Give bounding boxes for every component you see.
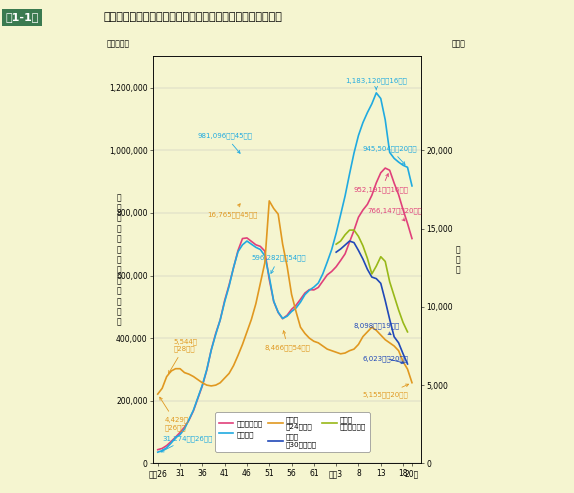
Text: 5,544人
（28年）: 5,544人 （28年） <box>169 338 197 373</box>
Text: （人）: （人） <box>451 39 466 48</box>
Text: 31,274人（26年）: 31,274人（26年） <box>161 435 212 452</box>
Y-axis label: 死
者
数: 死 者 数 <box>456 245 461 275</box>
Text: （人、件）: （人、件） <box>107 39 130 48</box>
Text: 16,765人（45年）: 16,765人（45年） <box>207 204 257 217</box>
Text: 981,096人（45年）: 981,096人（45年） <box>198 133 253 153</box>
Text: 第1-1図: 第1-1図 <box>6 12 39 22</box>
Text: 6,023人（20年）: 6,023人（20年） <box>363 355 409 364</box>
Text: 766,147件（20年）: 766,147件（20年） <box>367 208 422 221</box>
Y-axis label: 交
通
事
故
発
生
件
数
・
負
傷
者
数: 交 通 事 故 発 生 件 数 ・ 負 傷 者 数 <box>116 193 121 327</box>
Text: 952,191件（16年）: 952,191件（16年） <box>354 174 409 193</box>
Text: 4,429人
（26年）: 4,429人 （26年） <box>160 397 188 430</box>
Text: 596,282人（54年）: 596,282人（54年） <box>251 255 306 273</box>
Text: 945,504人（20年）: 945,504人（20年） <box>363 145 417 165</box>
Text: 道路交通事故による交通事故発生件数，死者数及び負傷者数: 道路交通事故による交通事故発生件数，死者数及び負傷者数 <box>103 12 282 22</box>
Text: 5,155人（20年）: 5,155人（20年） <box>363 384 409 398</box>
Text: 1,183,120人（16年）: 1,183,120人（16年） <box>345 78 407 90</box>
Legend: 事故発生件数, 負傷者数, 死者数
（24時間）, 死者数
（30日以内）, 死者数
（厚生統計）: 事故発生件数, 負傷者数, 死者数 （24時間）, 死者数 （30日以内）, 死… <box>215 413 370 452</box>
Text: 8,466人（54年）: 8,466人（54年） <box>265 331 311 351</box>
Text: 8,098人（19年）: 8,098人（19年） <box>354 322 400 335</box>
